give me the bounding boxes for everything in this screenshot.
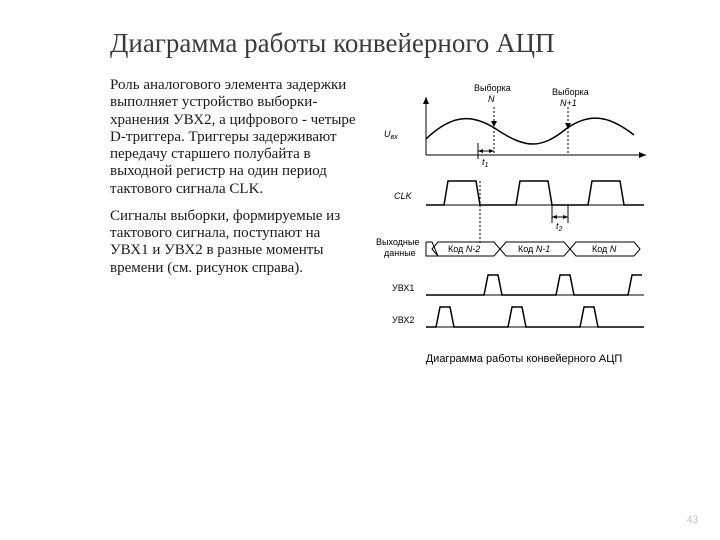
- figure-column: Uвх Выборка N Выборка N+1: [376, 77, 672, 365]
- clk-row: CLK t2: [394, 181, 644, 243]
- output-data-row: Выходные данные Код N-2 Код N-1 Код N: [376, 237, 640, 258]
- analog-input-row: Uвх Выборка N Выборка N+1: [384, 83, 646, 169]
- body-text: Роль аналогового элемента задержки выпол…: [110, 77, 360, 365]
- svg-text:УВХ1: УВХ1: [392, 283, 414, 293]
- timing-diagram: Uвх Выборка N Выборка N+1: [376, 77, 656, 347]
- paragraph-1: Роль аналогового элемента задержки выпол…: [110, 77, 360, 198]
- svg-text:t2: t2: [556, 221, 563, 233]
- svg-text:УВХ2: УВХ2: [392, 315, 414, 325]
- svg-text:Выборка: Выборка: [552, 87, 589, 97]
- uvh2-row: УВХ2: [392, 307, 644, 327]
- uvh1-row: УВХ1: [392, 275, 644, 295]
- content-row: Роль аналогового элемента задержки выпол…: [110, 77, 672, 365]
- svg-text:t1: t1: [482, 157, 489, 169]
- figure-caption: Диаграмма работы конвейерного АЦП: [376, 353, 672, 365]
- svg-text:N: N: [488, 94, 495, 104]
- svg-text:Код N: Код N: [592, 244, 617, 254]
- svg-text:N+1: N+1: [560, 98, 577, 108]
- svg-text:Код N-1: Код N-1: [518, 244, 550, 254]
- svg-text:CLK: CLK: [394, 191, 413, 201]
- svg-text:данные: данные: [384, 248, 416, 258]
- page-number: 43: [687, 513, 698, 526]
- svg-text:Выборка: Выборка: [474, 83, 511, 93]
- svg-text:Код N-2: Код N-2: [448, 244, 480, 254]
- svg-text:Выходные: Выходные: [376, 237, 419, 247]
- paragraph-2: Сигналы выборки, формируемые из тактовог…: [110, 208, 360, 277]
- svg-text:Uвх: Uвх: [384, 129, 398, 141]
- page-title: Диаграмма работы конвейерного АЦП: [110, 28, 672, 59]
